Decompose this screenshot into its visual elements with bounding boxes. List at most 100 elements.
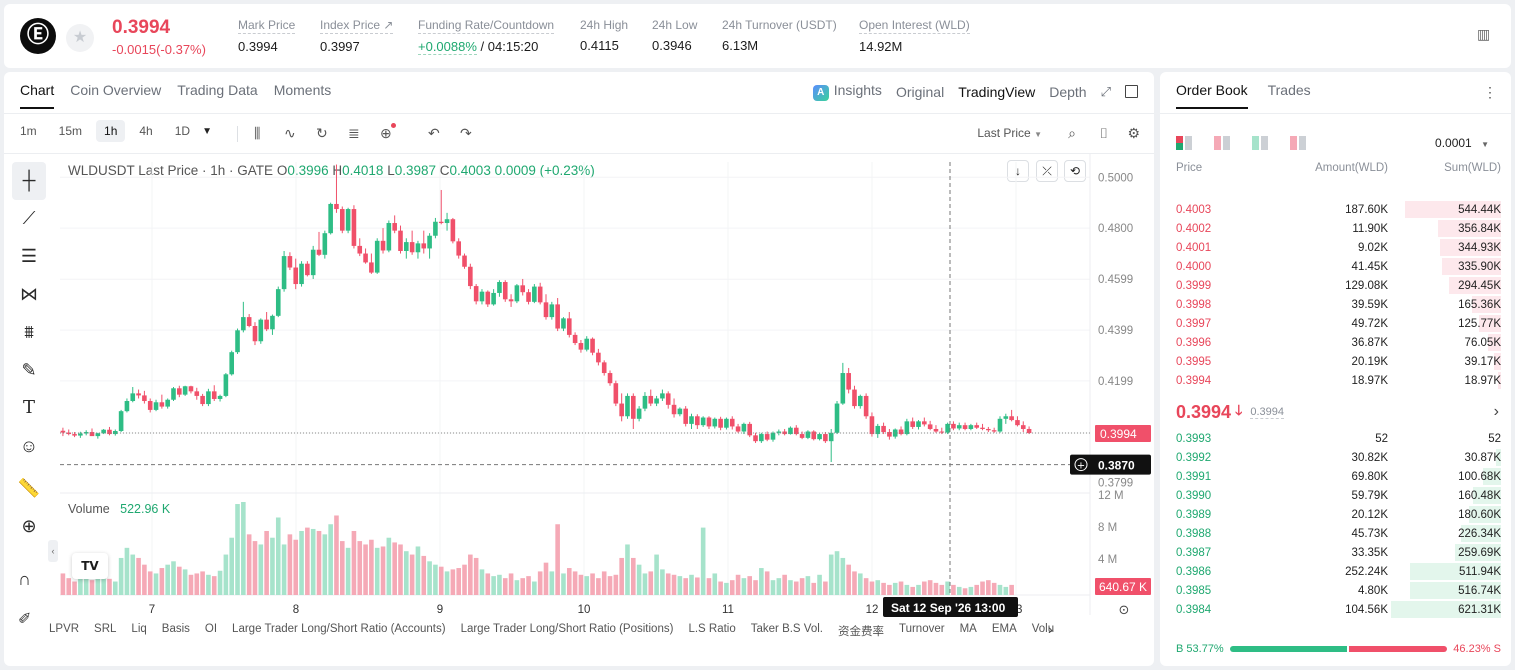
chevron-right-icon[interactable]: › xyxy=(1493,403,1499,420)
bid-row[interactable]: 0.3992 30.82K 30.87K xyxy=(1160,448,1511,467)
indicator-9[interactable]: 资金费率 xyxy=(837,626,884,638)
ask-row[interactable]: 0.4003 187.60K 544.44K xyxy=(1160,200,1511,219)
tab-order-book[interactable]: Order Book xyxy=(1176,82,1248,109)
replay-icon[interactable]: ↻ xyxy=(316,125,328,141)
view-mixed-icon[interactable] xyxy=(1214,136,1230,150)
timeframe-4h[interactable]: 4h xyxy=(139,124,153,138)
stat-24h-low: 24h Low 0.3946 xyxy=(652,18,697,53)
indicator-7[interactable]: L.S Ratio xyxy=(688,623,736,635)
redo-icon[interactable]: ↷ xyxy=(460,125,472,141)
timeframe-dropdown-icon[interactable]: ▼ xyxy=(202,125,212,137)
candle-type-icon[interactable]: ⫼ xyxy=(254,125,261,141)
indicator-3[interactable]: Basis xyxy=(161,623,190,635)
view-tradingview[interactable]: TradingView xyxy=(958,83,1036,100)
bid-row[interactable]: 0.3986 252.24K 511.94K xyxy=(1160,562,1511,581)
tab-chart[interactable]: Chart xyxy=(20,82,55,109)
pattern-tool-icon[interactable]: ⋈ xyxy=(20,284,38,304)
fib-tool-icon[interactable]: ⩩ xyxy=(24,322,34,342)
brush-tool-icon[interactable]: ✎ xyxy=(21,360,37,380)
zoom-in-tool-icon[interactable]: ⊕ xyxy=(21,516,37,536)
timeframe-1d[interactable]: 1D xyxy=(174,124,191,138)
ask-row[interactable]: 0.3997 49.72K 125.77K xyxy=(1160,314,1511,333)
volume-bar xyxy=(421,555,427,595)
indicator-5[interactable]: Large Trader Long/Short Ratio (Accounts) xyxy=(232,623,446,635)
stat-funding-rate[interactable]: Funding Rate/Countdown +0.0088% / 04:15:2… xyxy=(418,18,555,55)
indicator-4[interactable]: OI xyxy=(204,623,218,635)
bid-row[interactable]: 0.3990 59.79K 160.48K xyxy=(1160,486,1511,505)
bid-row[interactable]: 0.3987 33.35K 259.69K xyxy=(1160,543,1511,562)
indicator-0[interactable]: LPVR xyxy=(49,623,80,635)
indicators-icon[interactable]: ∿ xyxy=(284,125,296,141)
mid-price[interactable]: 0.3994 🡓 0.3994 › xyxy=(1176,399,1499,425)
reset-view-icon[interactable]: ⟲ xyxy=(1064,160,1086,182)
undo-icon[interactable]: ↶ xyxy=(428,125,440,141)
indicator-11[interactable]: MA xyxy=(959,623,977,635)
tab-moments[interactable]: Moments xyxy=(273,82,332,98)
view-original[interactable]: Original xyxy=(895,83,945,100)
trendline-tool-icon[interactable]: ⟋ xyxy=(22,208,36,228)
indicator-13[interactable]: Volu xyxy=(1031,623,1055,635)
bid-row[interactable]: 0.3988 45.73K 226.34K xyxy=(1160,524,1511,543)
stat-mark-price[interactable]: Mark Price 0.3994 xyxy=(238,18,296,54)
candle-body xyxy=(1003,416,1009,419)
magnet-icon[interactable]: ∩ xyxy=(18,569,31,589)
tab-trades[interactable]: Trades xyxy=(1267,82,1311,98)
templates-icon[interactable]: ≣ xyxy=(348,125,360,141)
timeframe-1h[interactable]: 1h xyxy=(96,120,126,142)
ask-row[interactable]: 0.3996 36.87K 76.05K xyxy=(1160,333,1511,352)
indicator-6[interactable]: Large Trader Long/Short Ratio (Positions… xyxy=(460,623,674,635)
bid-row[interactable]: 0.3985 4.80K 516.74K xyxy=(1160,581,1511,600)
precision-select[interactable]: 0.0001 ▼ xyxy=(1435,136,1489,150)
tab-coin-overview[interactable]: Coin Overview xyxy=(70,82,162,98)
measure-tool-icon[interactable]: 📏 xyxy=(17,478,41,498)
view-asks-icon[interactable] xyxy=(1290,136,1306,150)
bid-row[interactable]: 0.3989 20.12K 180.60K xyxy=(1160,505,1511,524)
ask-row[interactable]: 0.3994 18.97K 18.97K xyxy=(1160,371,1511,390)
ask-row[interactable]: 0.3998 39.59K 165.36K xyxy=(1160,295,1511,314)
bid-row[interactable]: 0.3993 52 52 xyxy=(1160,429,1511,448)
ask-row[interactable]: 0.4002 11.90K 356.84K xyxy=(1160,219,1511,238)
emoji-tool-icon[interactable]: ☺ xyxy=(19,436,39,456)
indicator-2[interactable]: Liq xyxy=(131,623,147,635)
depth-bar xyxy=(1410,563,1501,580)
add-alert-icon[interactable]: ⊕ xyxy=(380,123,396,142)
horizontal-lines-tool-icon[interactable]: ☰ xyxy=(20,246,38,266)
timeframe-1m[interactable]: 1m xyxy=(20,124,37,138)
notebook-icon[interactable]: ▥ xyxy=(1477,26,1491,42)
indicator-12[interactable]: EMA xyxy=(991,623,1017,635)
fit-content-icon[interactable]: ⤫ xyxy=(1036,160,1058,182)
bid-row[interactable]: 0.3984 104.56K 621.31K xyxy=(1160,600,1511,619)
bid-row[interactable]: 0.3991 69.80K 100.68K xyxy=(1160,467,1511,486)
expand-icon[interactable]: ⤢ xyxy=(1100,83,1111,99)
timeframe-15m[interactable]: 15m xyxy=(58,124,83,138)
stat-index-price[interactable]: Index Price ↗ 0.3997 xyxy=(320,18,394,54)
ask-row[interactable]: 0.4000 41.45K 335.90K xyxy=(1160,257,1511,276)
search-icon[interactable]: ⌕ xyxy=(1068,125,1076,141)
view-both-icon[interactable] xyxy=(1176,136,1192,150)
ask-row[interactable]: 0.4001 9.02K 344.93K xyxy=(1160,238,1511,257)
more-menu-icon[interactable]: ⋮ xyxy=(1483,84,1497,100)
ask-row[interactable]: 0.3999 129.08K 294.45K xyxy=(1160,276,1511,295)
crosshair-tool-icon[interactable]: ┼ xyxy=(12,162,46,200)
y-tick-label: 0.4399 xyxy=(1098,325,1133,337)
view-depth[interactable]: Depth xyxy=(1049,83,1087,100)
ask-row[interactable]: 0.3995 20.19K 39.17K xyxy=(1160,352,1511,371)
camera-icon[interactable]: ⌷ xyxy=(1099,125,1108,141)
indicator-1[interactable]: SRL xyxy=(94,623,117,635)
fullscreen-icon[interactable] xyxy=(1125,85,1138,98)
gear-icon[interactable]: ⚙ xyxy=(1127,125,1140,141)
stat-open-interest[interactable]: Open Interest (WLD) 14.92M xyxy=(859,18,970,54)
insights-button[interactable]: A Insights xyxy=(812,82,882,101)
favorite-star-icon[interactable]: ★ xyxy=(66,24,94,52)
eraser-icon[interactable]: ✐ xyxy=(18,611,32,628)
view-bids-icon[interactable] xyxy=(1252,136,1268,150)
price-type-select[interactable]: Last Price ▼ xyxy=(977,126,1042,140)
indicator-8[interactable]: Taker B.S Vol. xyxy=(750,623,823,635)
collapse-toolbar-icon[interactable]: ‹ xyxy=(48,540,58,562)
indicator-scroll-right-icon[interactable]: › xyxy=(1048,621,1053,637)
indicator-10[interactable]: Turnover xyxy=(898,623,945,635)
scroll-to-latest-icon[interactable]: ↓ xyxy=(1007,160,1029,182)
tab-trading-data[interactable]: Trading Data xyxy=(177,82,258,98)
text-tool-icon[interactable]: T xyxy=(22,397,35,418)
